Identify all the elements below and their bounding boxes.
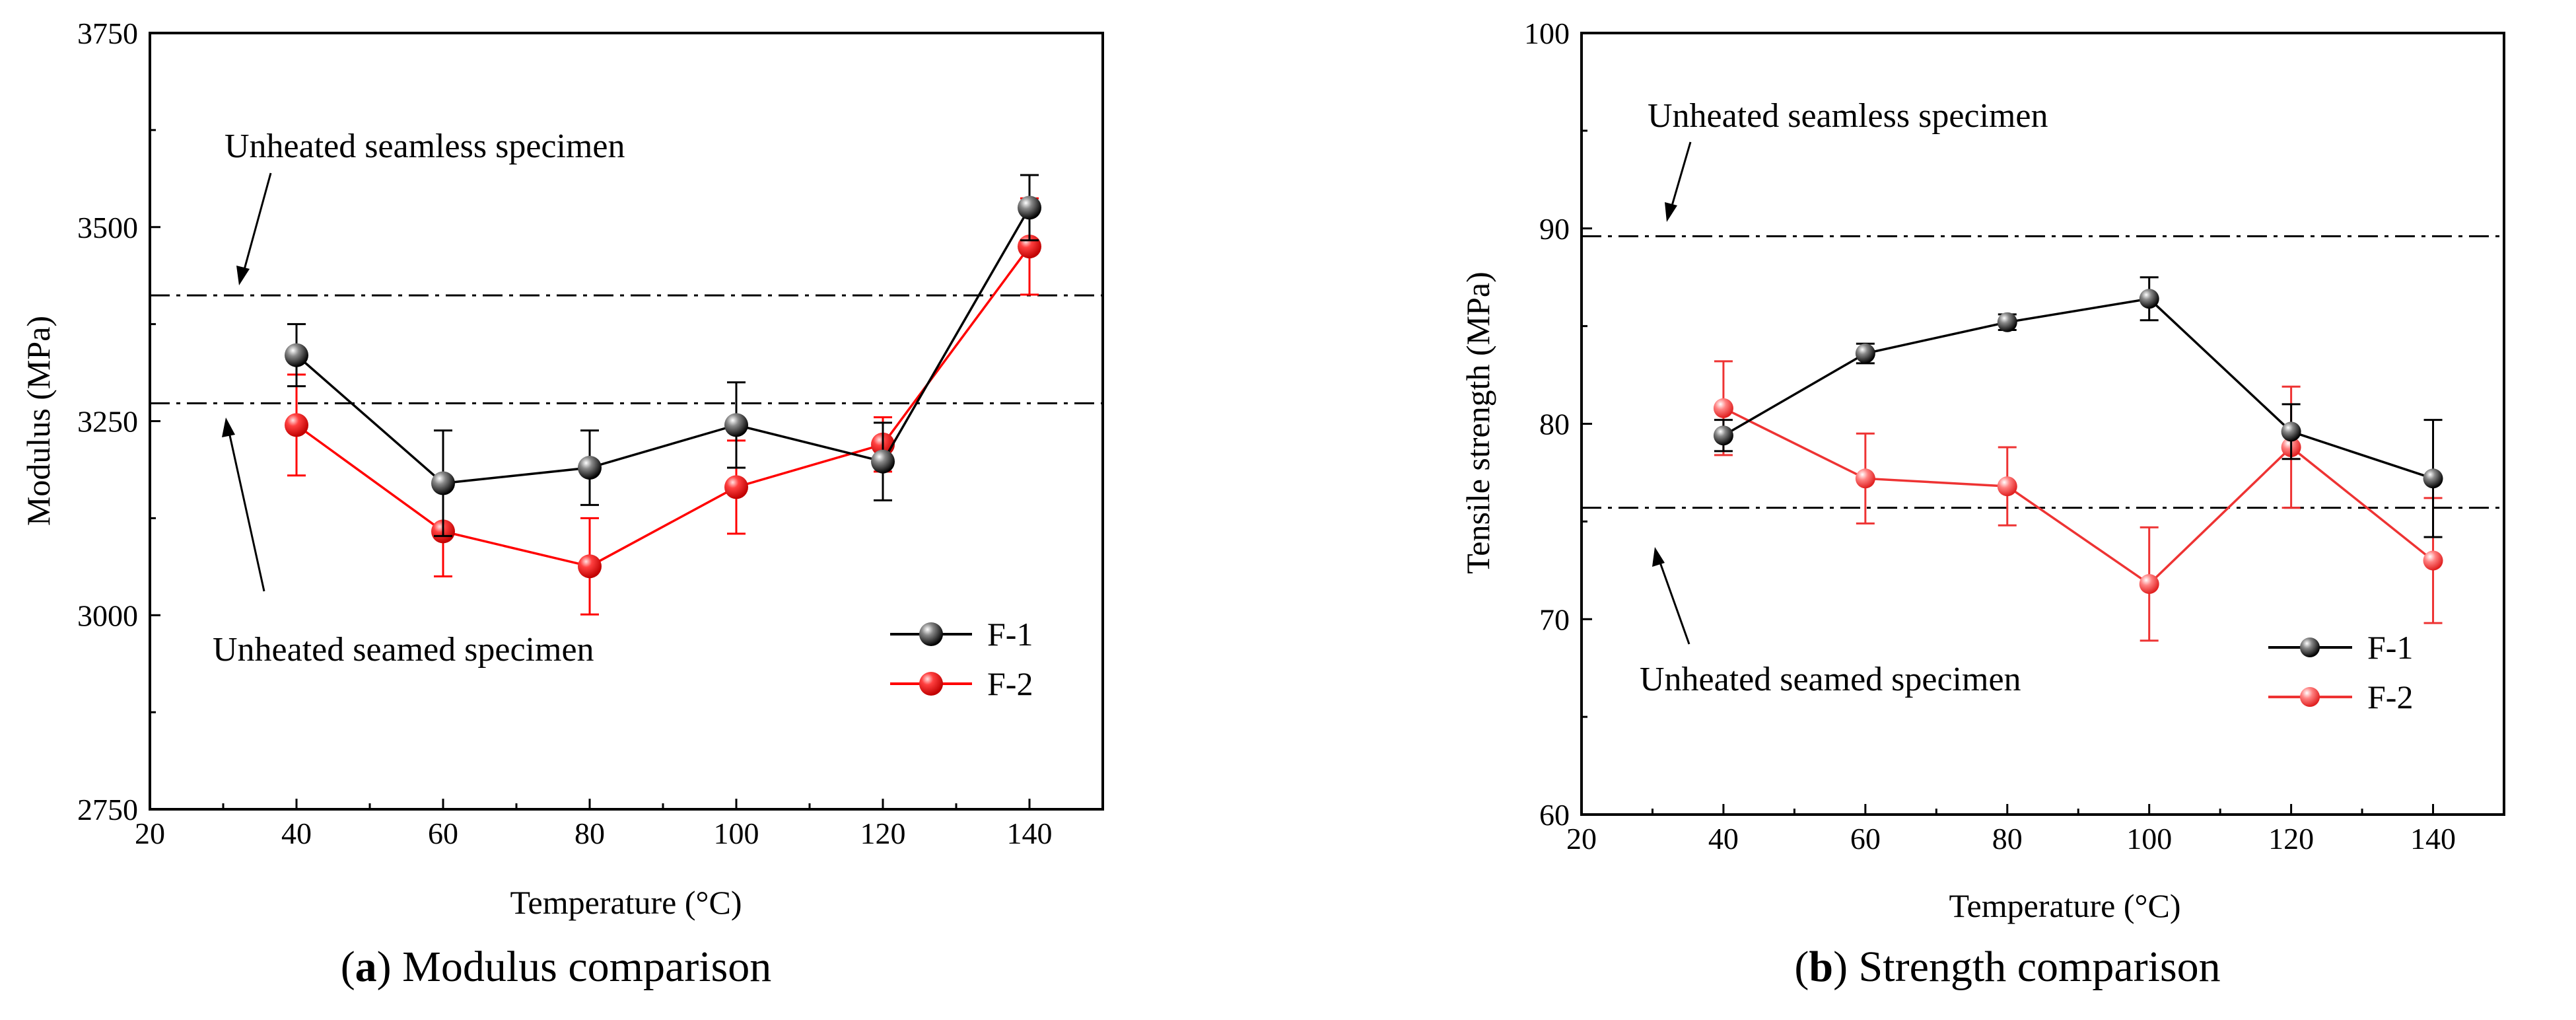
series-F-1 [1713, 276, 2443, 538]
data-point [1713, 425, 1733, 446]
data-point [1997, 476, 2017, 497]
series-line [295, 207, 1031, 485]
y-axis-label: Modulus (MPa) [20, 316, 57, 526]
data-point [2139, 574, 2159, 595]
y-tick-label: 3750 [77, 17, 138, 50]
x-tick-label: 80 [1992, 822, 2023, 856]
x-tick-label: 20 [135, 817, 165, 850]
data-point [431, 471, 455, 495]
axis-ticks: 20 40 60 80 100 120 140 2750 3000 3250 3500 3750 [77, 17, 1053, 850]
x-tick-label: 140 [2410, 822, 2456, 856]
ref-label-seamed: Unheated seamed specimen [213, 631, 594, 669]
caption-a: (a) Modulus comparison [341, 943, 772, 991]
axis-ticks: 20 40 60 80 100 120 140 60 70 80 90 100 [1524, 17, 2456, 856]
ref-arrowhead-seamed [222, 418, 235, 437]
legend-label-f1: F-1 [2367, 629, 2413, 666]
x-tick-label: 40 [281, 817, 312, 850]
ref-label-seamless: Unheated seamless specimen [1648, 97, 2048, 135]
ref-arrow-seamed [1657, 558, 1690, 645]
reference-lines [150, 294, 1103, 404]
data-point [871, 449, 895, 474]
data-point [285, 343, 308, 367]
legend-label-f2: F-2 [987, 665, 1033, 702]
x-tick-label: 60 [428, 817, 458, 850]
y-tick-label: 100 [1524, 17, 1570, 50]
legend-label-f1: F-1 [987, 616, 1033, 653]
series-line [1723, 297, 2434, 480]
series-line [295, 246, 1031, 568]
legend-marker-f1 [2300, 638, 2320, 657]
data-point [2139, 289, 2159, 309]
y-tick-label: 90 [1539, 212, 1570, 246]
ref-arrowhead-seamed [1652, 547, 1665, 567]
data-point [285, 413, 308, 437]
x-tick-label: 80 [574, 817, 605, 850]
y-tick-label: 3500 [77, 211, 138, 244]
data-point [578, 456, 602, 480]
y-tick-label: 3250 [77, 405, 138, 439]
ref-arrow-seamless [1669, 141, 1692, 211]
x-tick-label: 100 [2126, 822, 2172, 856]
x-tick-label: 40 [1708, 822, 1739, 856]
series-line [1723, 407, 2434, 586]
series-F-1 [285, 174, 1041, 537]
data-point [1855, 344, 1875, 364]
y-tick-label: 2750 [77, 793, 138, 826]
ref-label-seamed: Unheated seamed specimen [1640, 661, 2021, 698]
data-point [1855, 468, 1875, 489]
legend-label-f2: F-2 [2367, 678, 2413, 715]
data-series [1713, 276, 2443, 642]
x-tick-label: 120 [2268, 822, 2314, 856]
caption-b: (b) Strength comparison [1794, 943, 2220, 991]
x-axis-label: Temperature (°C) [510, 884, 742, 921]
reference-lines [1582, 235, 2504, 509]
legend-marker-f2 [2300, 687, 2320, 707]
y-tick-label: 3000 [77, 599, 138, 632]
ref-arrowhead-seamless [236, 266, 250, 285]
x-tick-label: 20 [1566, 822, 1597, 856]
data-point [2423, 550, 2443, 571]
series-F-2 [285, 197, 1041, 616]
data-point [1018, 196, 1041, 220]
data-series [285, 174, 1041, 616]
x-axis-label: Temperature (°C) [1949, 887, 2180, 924]
strength-chart: 20 40 60 80 100 120 140 60 70 80 90 100 Tensile str… [1459, 17, 2505, 991]
x-tick-label: 140 [1007, 817, 1053, 850]
x-tick-label: 120 [860, 817, 906, 850]
data-point [1997, 312, 2017, 332]
ref-label-seamless: Unheated seamless specimen [225, 128, 625, 165]
y-axis-label: Tensile strength (MPa) [1459, 272, 1496, 574]
data-point [724, 475, 748, 499]
y-axis-title: Modulus (MPa) [20, 316, 57, 526]
ref-arrowhead-seamless [1665, 202, 1677, 222]
data-point [578, 554, 602, 579]
x-tick-label: 60 [1850, 822, 1881, 856]
data-point [2423, 468, 2443, 489]
series-F-2 [1713, 360, 2443, 642]
x-tick-label: 100 [714, 817, 759, 850]
legend: F-1 F-2 [2268, 629, 2413, 715]
legend-marker-f2 [919, 672, 943, 696]
y-tick-label: 80 [1539, 408, 1570, 441]
ref-arrow-seamed [227, 429, 265, 592]
data-point [2281, 421, 2301, 442]
data-point [1713, 398, 1733, 418]
legend-marker-f1 [919, 622, 943, 646]
y-tick-label: 60 [1539, 798, 1570, 832]
data-point [724, 413, 748, 437]
ref-arrow-seamless [242, 172, 272, 275]
modulus-chart: 20 40 60 80 100 120 140 2750 3000 3250 3500 3750 Mo… [20, 17, 1104, 991]
y-tick-label: 70 [1539, 602, 1570, 636]
legend: F-1 F-2 [890, 616, 1033, 702]
